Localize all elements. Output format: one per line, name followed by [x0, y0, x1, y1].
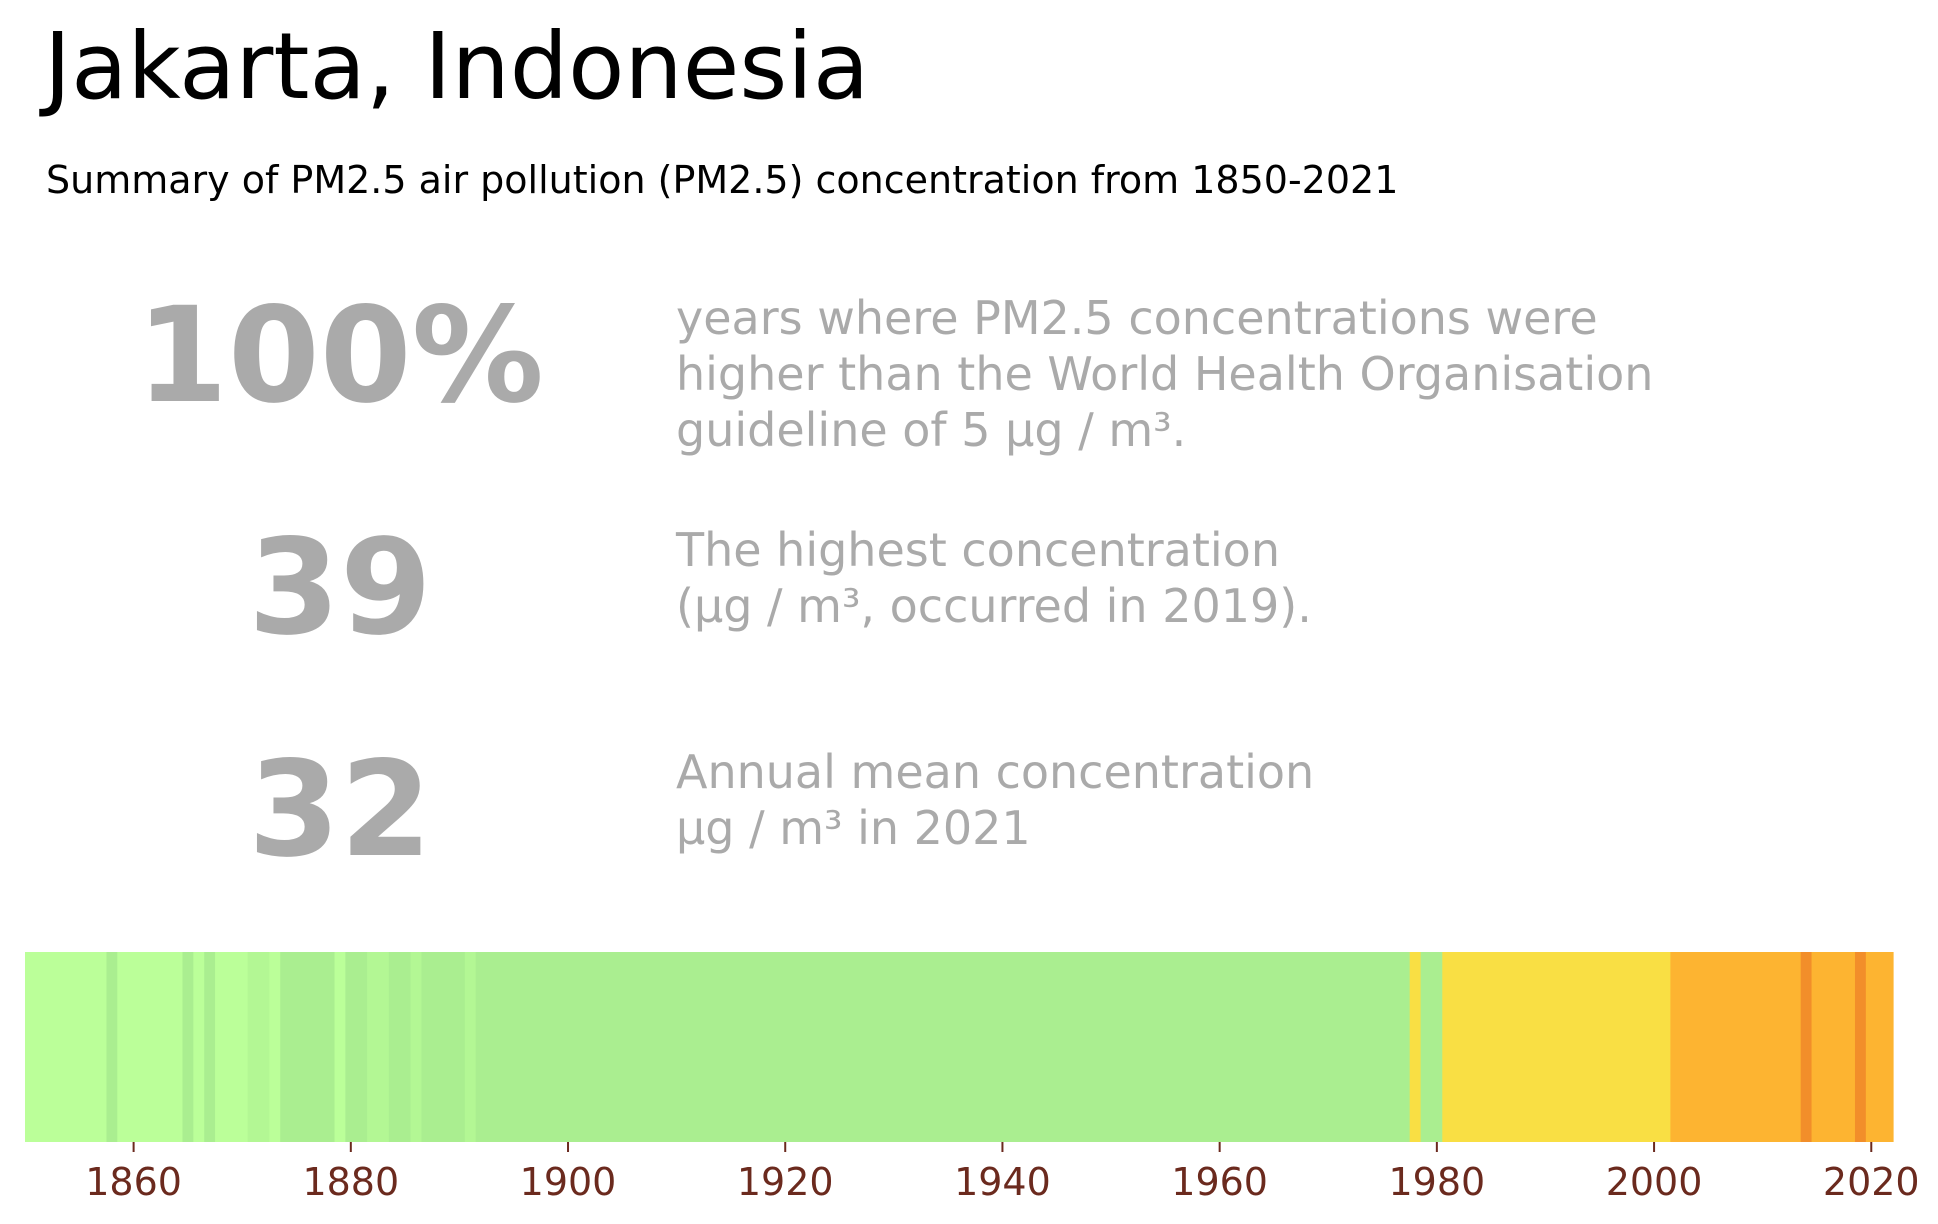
stripe-band-13 — [388, 952, 412, 1142]
x-tick-label-1980: 1980 — [1389, 1160, 1486, 1204]
x-tick-label-1860: 1860 — [85, 1160, 182, 1204]
x-tick-label-1880: 1880 — [302, 1160, 399, 1204]
x-tick-label-2020: 2020 — [1823, 1160, 1920, 1204]
stripe-band-17 — [475, 952, 1411, 1142]
stripe-band-14 — [410, 952, 423, 1142]
stat-years-above-guideline-value: 100% — [136, 279, 544, 433]
stat-years-above-guideline-desc: years where PM2.5 concentrations were hi… — [676, 291, 1654, 457]
stripe-band-22 — [1800, 952, 1813, 1142]
stripe-band-1 — [106, 952, 118, 1142]
stat-highest-concentration-value: 39 — [248, 511, 432, 665]
stripe-band-23 — [1811, 952, 1856, 1142]
stat-annual-mean-value: 32 — [248, 733, 432, 887]
stripe-band-21 — [1670, 952, 1802, 1142]
stripe-band-20 — [1442, 952, 1671, 1142]
stripe-band-5 — [204, 952, 216, 1142]
stripe-band-8 — [269, 952, 281, 1142]
stripe-band-18 — [1409, 952, 1422, 1142]
stripe-band-4 — [193, 952, 205, 1142]
stripe-band-19 — [1420, 952, 1443, 1142]
stripe-band-16 — [464, 952, 477, 1142]
stripe-band-25 — [1865, 952, 1894, 1142]
stripe-band-10 — [334, 952, 346, 1142]
stripe-band-3 — [182, 952, 194, 1142]
stripe-band-6 — [215, 952, 249, 1142]
x-tick-label-1960: 1960 — [1171, 1160, 1268, 1204]
stripe-band-11 — [345, 952, 368, 1142]
chart-title: Jakarta, Indonesia — [44, 13, 870, 120]
x-tick-label-1920: 1920 — [737, 1160, 834, 1204]
x-tick-label-1940: 1940 — [954, 1160, 1051, 1204]
stat-highest-concentration-desc: The highest concentration (µg / m³, occu… — [676, 523, 1312, 633]
x-tick-label-1900: 1900 — [520, 1160, 617, 1204]
stripe-band-24 — [1854, 952, 1867, 1142]
chart-subtitle: Summary of PM2.5 air pollution (PM2.5) c… — [46, 158, 1399, 202]
x-tick-label-2000: 2000 — [1606, 1160, 1703, 1204]
stat-annual-mean-desc: Annual mean concentration µg / m³ in 202… — [676, 745, 1315, 855]
stripe-band-7 — [247, 952, 270, 1142]
stripe-band-9 — [280, 952, 336, 1142]
stripe-band-2 — [117, 952, 184, 1142]
stripe-band-15 — [421, 952, 466, 1142]
stripe-band-12 — [367, 952, 390, 1142]
stripe-band-0 — [25, 952, 108, 1142]
